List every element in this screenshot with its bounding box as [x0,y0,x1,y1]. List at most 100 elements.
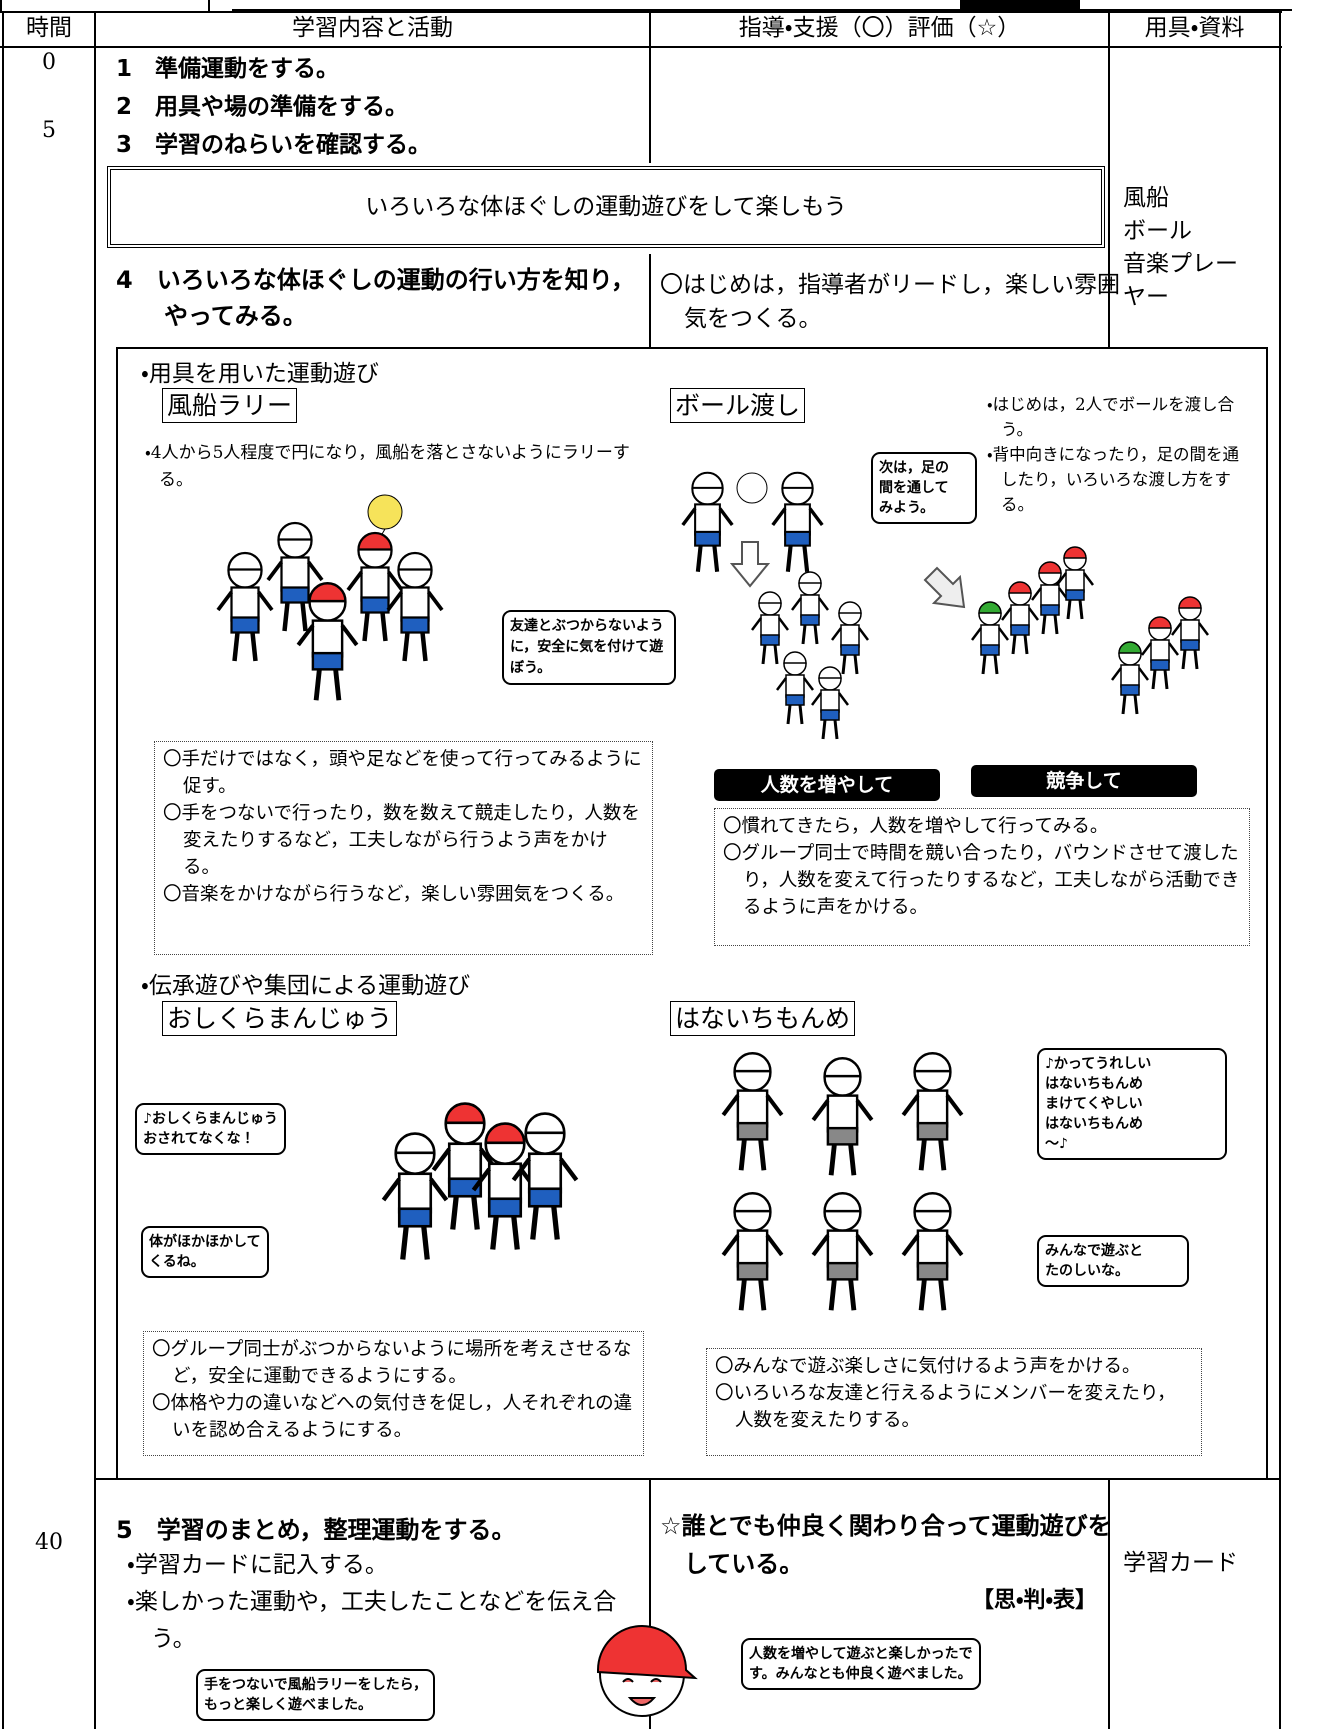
tool: 風船 [1123,185,1169,211]
illustration [195,494,485,710]
rule [208,0,210,11]
rule [649,1478,651,1729]
tool: ボール [1123,218,1192,244]
note: 〇音楽をかけながら行うなど，楽しい雰囲気をつくる。 [163,884,625,905]
note: 〇グループ同士がぶつからないように場所を考えさせるなど，安全に運動できるようにす… [152,1339,632,1387]
step: 2 用具や場の準備をする。 [116,94,409,120]
time: 5 [42,118,56,143]
kid [750,590,790,666]
header-tools: 用具・資料 [1144,15,1245,41]
rule [2,11,4,1729]
activity-box [116,347,1268,1480]
speech-bubble: ♪かってうれしい はないちもんめ まけてくやしい はないちもんめ ～♪ [1037,1048,1227,1160]
speech-bubble: 人数を増やして遊ぶと楽しかったで す。みんなとも仲良く遊べました。 [741,1638,981,1690]
speech-bubble: 次は，足の 間を通して みよう。 [871,452,977,524]
notes: 〇みんなで遊ぶ楽しさに気付けるよう声をかける。 〇いろいろな友達と行えるようにメ… [706,1348,1202,1456]
kid [218,553,272,661]
rule [649,254,651,347]
ball [736,472,768,504]
illustration [597,1625,698,1717]
kid [434,1104,497,1230]
arrow [923,566,966,609]
kid [388,553,442,661]
note: 〇みんなで遊ぶ楽しさに気付けるよう声をかける。 [715,1356,1141,1377]
activity-title: ボール渡し [670,388,806,423]
description: ・はじめは，2人でボールを渡し合う。 ・背中向きになったり，足の間を通したり，い… [987,392,1242,517]
goal: いろいろな体ほぐしの運動遊びをして楽しもう [365,194,847,220]
item: ・学習カードに記入する。 [127,1552,388,1578]
header-guidance: 指導・支援（〇）評価（☆） [738,15,1021,41]
kid [790,570,830,646]
kid [348,533,402,641]
speech-bubble: 友達とぶつからないように，安全に気を付けて遊ぼう。 [502,610,676,685]
note: 〇手をつないで行ったり，数を数えて競走したり，人数を変えたりするなど，工夫しなが… [163,803,640,878]
kid [813,1193,872,1310]
rule [1108,11,1110,347]
items: ・学習カードに記入する。 ・楽しかった運動や，工夫したことなどを伝え合う。 [127,1547,637,1658]
note: 〇いろいろな友達と行えるようにメンバーを変えたり，人数を変えたりする。 [715,1383,1176,1431]
kid [813,1058,872,1175]
tools: 風船 ボール 音楽プレーヤー [1123,182,1258,314]
section-heading: ・伝承遊びや集団による運動遊び [141,973,471,999]
illustration [700,1050,1000,1330]
tool: 音楽プレーヤー [1123,251,1238,310]
description: ・4人から5人程度で円になり，風船を落とさないようにラリーする。 [145,443,630,490]
illustration [360,1080,620,1310]
step: 5 学習のまとめ，整理運動をする。 [116,1516,516,1544]
rule [94,11,96,1729]
balloon [367,494,403,530]
time: 0 [42,50,56,75]
note: 〇体格や力の違いなどへの気付きを促し，人それぞれの違いを認め合えるようにする。 [152,1393,633,1441]
kid [514,1114,577,1240]
kid [1030,560,1070,636]
tool: 学習カード [1123,1550,1238,1576]
section-heading: ・用具を用いた運動遊び [141,361,379,387]
kid [723,1053,782,1170]
rule [0,0,2,11]
expression [622,1678,662,1706]
speech-bubble: ♪おしくらまんじゅう おされてなくな！ [135,1103,286,1155]
kid [810,665,850,741]
rule [1279,11,1281,1729]
illustration [670,450,1210,741]
activity-title: おしくらまんじゅう [162,1001,398,1036]
strip-fill [960,0,1080,9]
kid [775,650,815,726]
rule [1108,1478,1110,1729]
kid [384,1134,447,1260]
evaluation-tag: 【思・判・表】 [972,1588,1097,1613]
kid [830,600,870,676]
kid [723,1193,782,1310]
label: 人数を増やして [714,769,940,801]
note: 〇慣れてきたら，人数を増やして行ってみる。 [723,816,1109,837]
speech-bubble: 体がほかほかして くるね。 [141,1226,269,1278]
kid [1000,580,1040,656]
description-item: ・背中向きになったり，足の間を通したり，いろいろな渡し方をする。 [987,445,1239,514]
notes: 〇手だけではなく，頭や足などを使って行ってみるように促す。 〇手をつないで行った… [154,741,653,955]
header-time: 時間 [26,15,72,41]
evaluation: ☆誰とでも仲良く関わり合って運動遊びをしている。 [660,1512,1112,1578]
speech-bubble: みんなで遊ぶと たのしいな。 [1037,1235,1189,1287]
activity-title: はないちもんめ [670,1001,856,1036]
rule [232,9,1292,11]
kid [903,1193,962,1310]
kid [1170,595,1210,671]
notes: 〇慣れてきたら，人数を増やして行ってみる。 〇グループ同士で時間を競い合ったり，… [714,808,1250,946]
steps: 1 準備運動をする。 2 用具や場の準備をする。 3 学習のねらいを確認する。 [116,50,431,164]
step: 3 学習のねらいを確認する。 [116,132,432,158]
kid [773,473,823,572]
activity-title: 風船ラリー [162,388,298,423]
kid [1055,545,1095,621]
kid [970,600,1010,676]
step: 1 準備運動をする。 [116,56,340,82]
step: 4 いろいろな体ほぐしの運動の行い方を知り，やってみる。 [116,266,636,330]
goal-box: いろいろな体ほぐしの運動遊びをして楽しもう [107,166,1105,248]
header-content: 学習内容と活動 [292,15,453,41]
cap [597,1625,698,1680]
label: 競争して [971,765,1197,797]
description-item: ・はじめは，2人でボールを渡し合う。 [987,395,1235,439]
note: 〇手だけではなく，頭や足などを使って行ってみるように促す。 [163,749,642,797]
notes: 〇グループ同士がぶつからないように場所を考えさせるなど，安全に運動できるようにす… [143,1331,644,1456]
